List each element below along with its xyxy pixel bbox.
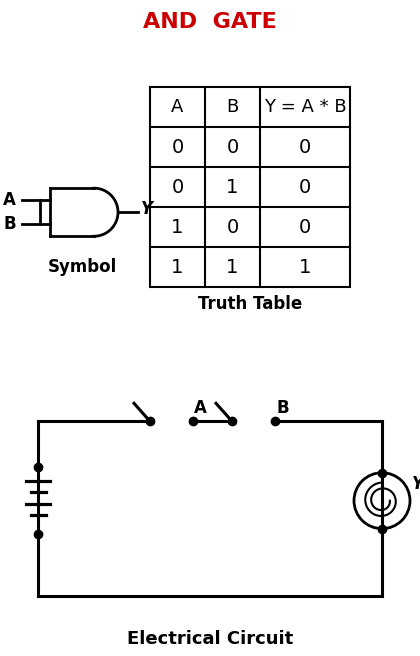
Text: 0: 0	[171, 138, 184, 157]
Text: A: A	[194, 400, 207, 417]
Text: B: B	[3, 215, 16, 234]
Bar	[150, 87, 350, 287]
Text: B: B	[226, 98, 239, 116]
Text: 0: 0	[226, 218, 239, 237]
Text: 0: 0	[171, 178, 184, 197]
Text: Symbol: Symbol	[47, 258, 117, 276]
Text: Truth Table: Truth Table	[198, 295, 302, 314]
Text: 1: 1	[299, 258, 311, 277]
Text: Y: Y	[412, 475, 420, 493]
Text: 1: 1	[171, 218, 184, 237]
Text: AND  GATE: AND GATE	[143, 12, 277, 32]
Text: 0: 0	[299, 138, 311, 157]
Text: 0: 0	[299, 218, 311, 237]
Text: 0: 0	[299, 178, 311, 197]
Text: A: A	[3, 191, 16, 209]
Text: Y: Y	[141, 200, 153, 218]
Text: A: A	[171, 98, 184, 116]
Text: 0: 0	[226, 138, 239, 157]
Text: 1: 1	[171, 258, 184, 277]
Text: Y = A * B: Y = A * B	[264, 98, 346, 116]
Text: 1: 1	[226, 178, 239, 197]
Text: Electrical Circuit: Electrical Circuit	[127, 630, 293, 648]
Text: 1: 1	[226, 258, 239, 277]
Text: B: B	[276, 400, 289, 417]
